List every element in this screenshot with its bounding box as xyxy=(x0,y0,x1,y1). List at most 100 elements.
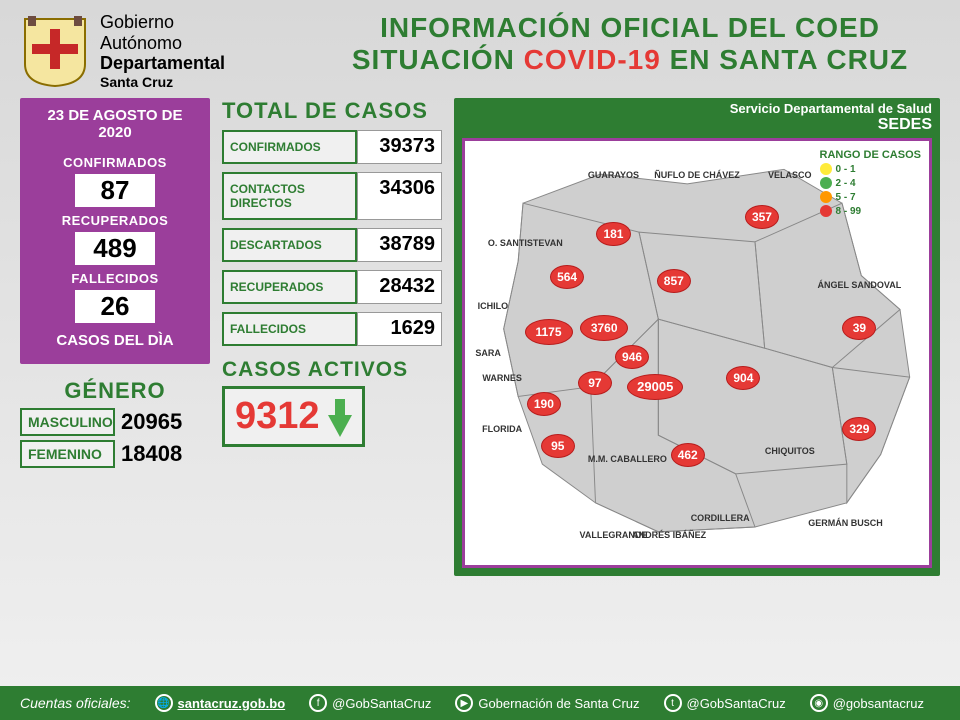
region-label: CORDILLERA xyxy=(691,513,750,523)
region-label: M.M. CABALLERO xyxy=(588,454,667,464)
org-sub: Santa Cruz xyxy=(100,74,225,90)
region-label: ICHILO xyxy=(478,301,509,311)
title-covid: COVID-19 xyxy=(524,44,661,75)
fallecidos-label: FALLECIDOS xyxy=(30,271,200,286)
fem-label: FEMENINO xyxy=(20,440,115,468)
footer-ig[interactable]: ◉ @gobsantacruz xyxy=(810,694,924,712)
title-line1: INFORMACIÓN OFICIAL DEL COED xyxy=(320,12,940,44)
masc-label: MASCULINO xyxy=(20,408,115,436)
total-row: CONFIRMADOS39373 xyxy=(222,130,442,164)
legend-label: 2 - 4 xyxy=(836,178,856,189)
legend-dot-icon xyxy=(820,191,832,203)
footer-tw[interactable]: t @GobSantaCruz xyxy=(664,694,786,712)
main: 23 DE AGOSTO DE 2020 CONFIRMADOS 87 RECU… xyxy=(0,98,960,576)
total-title: TOTAL DE CASOS xyxy=(222,98,442,124)
region-label: GUARAYOS xyxy=(588,170,639,180)
recuperados-label: RECUPERADOS xyxy=(30,213,200,228)
map-header-2: SEDES xyxy=(462,116,932,134)
fallecidos-val: 26 xyxy=(75,290,155,323)
total-label: RECUPERADOS xyxy=(222,270,357,304)
legend-label: 5 - 7 xyxy=(836,192,856,203)
instagram-icon: ◉ xyxy=(810,694,828,712)
date: 23 DE AGOSTO DE 2020 xyxy=(30,108,200,141)
total-label: CONTACTOS DIRECTOS xyxy=(222,172,357,220)
region-label: ANDRÉS IBÁÑEZ xyxy=(632,530,706,540)
org-line1: Gobierno xyxy=(100,12,225,33)
total-value: 34306 xyxy=(357,172,442,220)
region-label: ÁNGEL SANDOVAL xyxy=(818,280,902,290)
recuperados-val: 489 xyxy=(75,232,155,265)
region-label: CHIQUITOS xyxy=(765,446,815,456)
footer-fb[interactable]: f @GobSantaCruz xyxy=(309,694,431,712)
region-bubble: 39 xyxy=(842,316,876,340)
region-bubble: 181 xyxy=(596,222,630,246)
total-value: 1629 xyxy=(357,312,442,346)
total-value: 38789 xyxy=(357,228,442,262)
region-label: ÑUFLO DE CHÁVEZ xyxy=(654,170,740,180)
daily-card: 23 DE AGOSTO DE 2020 CONFIRMADOS 87 RECU… xyxy=(20,98,210,364)
legend-row: 2 - 4 xyxy=(820,177,921,189)
title-suffix: EN SANTA CRUZ xyxy=(661,44,908,75)
footer-fb-text: @GobSantaCruz xyxy=(332,696,431,711)
region-bubble: 3760 xyxy=(580,315,628,341)
region-label: VELASCO xyxy=(768,170,812,180)
title-prefix: SITUACIÓN xyxy=(352,44,524,75)
footer-yt-text: Gobernación de Santa Cruz xyxy=(478,696,639,711)
region-bubble: 357 xyxy=(745,205,779,229)
genero-block: GÉNERO MASCULINO 20965 FEMENINO 18408 xyxy=(20,378,210,468)
map-header-1: Servicio Departamental de Salud xyxy=(462,102,932,116)
legend-row: 0 - 1 xyxy=(820,163,921,175)
region-bubble: 564 xyxy=(550,265,584,289)
legend-label: 8 - 99 xyxy=(836,206,862,217)
confirmados-val: 87 xyxy=(75,174,155,207)
left-column: 23 DE AGOSTO DE 2020 CONFIRMADOS 87 RECU… xyxy=(20,98,210,576)
twitter-icon: t xyxy=(664,694,682,712)
activos-val: 9312 xyxy=(235,395,320,438)
total-label: DESCARTADOS xyxy=(222,228,357,262)
genero-title: GÉNERO xyxy=(20,378,210,404)
footer-ig-text: @gobsantacruz xyxy=(833,696,924,711)
footer-cuentas: Cuentas oficiales: xyxy=(20,695,131,711)
org-line3: Departamental xyxy=(100,53,225,74)
logo-text: Gobierno Autónomo Departamental Santa Cr… xyxy=(100,12,225,90)
globe-icon: 🌐 xyxy=(155,694,173,712)
region-label: SARA xyxy=(475,348,501,358)
region-bubble: 97 xyxy=(578,371,612,395)
shield-icon xyxy=(20,14,90,89)
legend-dot-icon xyxy=(820,163,832,175)
footer-web[interactable]: 🌐 santacruz.gob.bo xyxy=(155,694,286,712)
legend-row: 8 - 99 xyxy=(820,205,921,217)
org-line2: Autónomo xyxy=(100,33,225,54)
totals-container: CONFIRMADOS39373CONTACTOS DIRECTOS34306D… xyxy=(222,130,442,346)
facebook-icon: f xyxy=(309,694,327,712)
region-bubble: 857 xyxy=(657,269,691,293)
activos-box: 9312 xyxy=(222,386,365,447)
region-label: FLORIDA xyxy=(482,424,522,434)
region-bubble: 946 xyxy=(615,345,649,369)
footer-yt[interactable]: ▶ Gobernación de Santa Cruz xyxy=(455,694,639,712)
map-legend: RANGO DE CASOS 0 - 12 - 45 - 78 - 99 xyxy=(820,149,921,219)
total-row: RECUPERADOS28432 xyxy=(222,270,442,304)
region-bubble: 904 xyxy=(726,366,760,390)
total-row: CONTACTOS DIRECTOS34306 xyxy=(222,172,442,220)
footer: Cuentas oficiales: 🌐 santacruz.gob.bo f … xyxy=(0,686,960,720)
legend-dot-icon xyxy=(820,177,832,189)
total-label: FALLECIDOS xyxy=(222,312,357,346)
map-header: Servicio Departamental de Salud SEDES xyxy=(462,102,932,134)
genero-row-fem: FEMENINO 18408 xyxy=(20,440,210,468)
region-label: WARNES xyxy=(482,373,522,383)
masc-val: 20965 xyxy=(121,409,182,435)
logo-block: Gobierno Autónomo Departamental Santa Cr… xyxy=(20,12,320,90)
region-bubble: 95 xyxy=(541,434,575,458)
total-value: 28432 xyxy=(357,270,442,304)
confirmados-label: CONFIRMADOS xyxy=(30,155,200,170)
footer-tw-text: @GobSantaCruz xyxy=(687,696,786,711)
legend-dot-icon xyxy=(820,205,832,217)
total-row: DESCARTADOS38789 xyxy=(222,228,442,262)
header: Gobierno Autónomo Departamental Santa Cr… xyxy=(0,0,960,98)
casos-dia: CASOS DEL DÌA xyxy=(30,333,200,350)
region-bubble: 462 xyxy=(671,443,705,467)
total-row: FALLECIDOS1629 xyxy=(222,312,442,346)
region-bubble: 190 xyxy=(527,392,561,416)
region-label: O. SANTISTEVAN xyxy=(488,238,563,248)
